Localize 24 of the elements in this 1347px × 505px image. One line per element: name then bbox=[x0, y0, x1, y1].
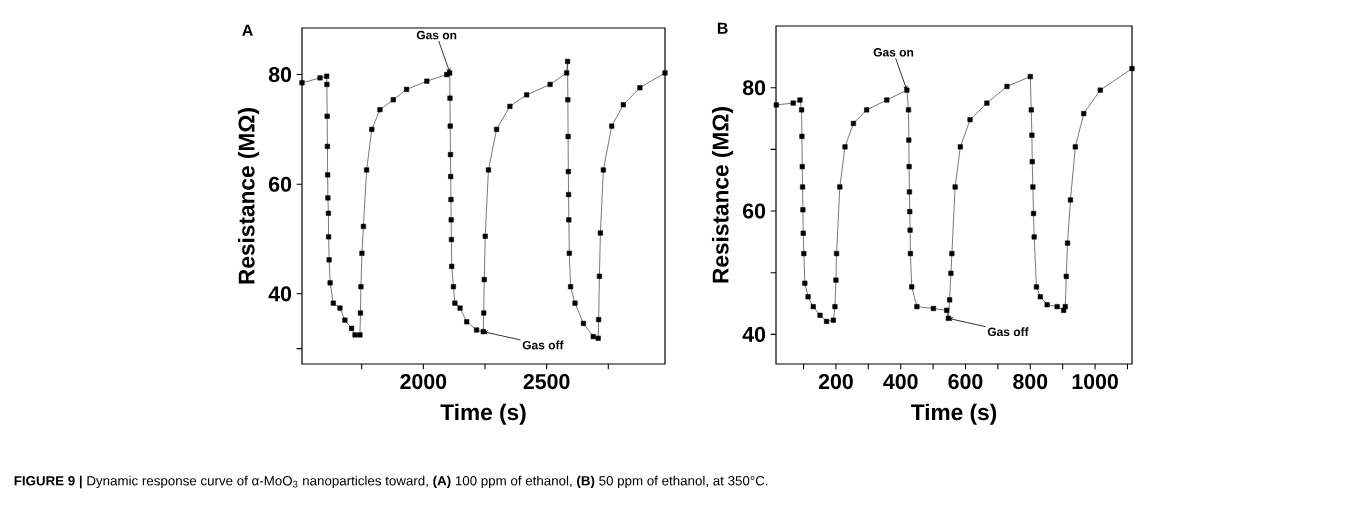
text: FIGURE 9 | Dynamic response curve of α-MoO$_{3}$ nanoparticles toward, (A) 100 ppm of ethanol, (B) 50 ppm of ethanol, at 350°C. bbox=[14, 475, 768, 489]
y-axis-title: Resistance (MΩ) bbox=[237, 108, 260, 284]
x-tick-label: 400 bbox=[883, 374, 918, 390]
x-tick-label: 600 bbox=[948, 374, 983, 390]
annotation: Gas off bbox=[987, 327, 1029, 337]
y-tick-label: 60 bbox=[743, 203, 766, 219]
chart-title: B bbox=[717, 22, 728, 34]
x-axis-title: Time (s) bbox=[911, 403, 997, 425]
y-tick-label: 80 bbox=[742, 80, 766, 96]
y-tick-label: 40 bbox=[268, 286, 292, 302]
y-tick-label: 60 bbox=[269, 176, 292, 192]
x-tick-label: 200 bbox=[818, 374, 853, 390]
x-tick-label: 2000 bbox=[400, 374, 447, 390]
x-tick-label: 2500 bbox=[523, 374, 570, 390]
x-tick-label: 800 bbox=[1013, 374, 1048, 390]
chart-title: A bbox=[242, 24, 253, 36]
y-tick-label: 80 bbox=[268, 67, 292, 83]
y-axis-title: Resistance (MΩ) bbox=[711, 107, 734, 283]
annotation: Gas on bbox=[873, 48, 914, 57]
annotation: Gas off bbox=[522, 340, 564, 350]
x-axis-title: Time (s) bbox=[440, 403, 526, 425]
x-tick-label: 1000 bbox=[1072, 374, 1118, 390]
annotation: Gas on bbox=[416, 30, 457, 40]
y-tick-label: 40 bbox=[742, 326, 766, 342]
